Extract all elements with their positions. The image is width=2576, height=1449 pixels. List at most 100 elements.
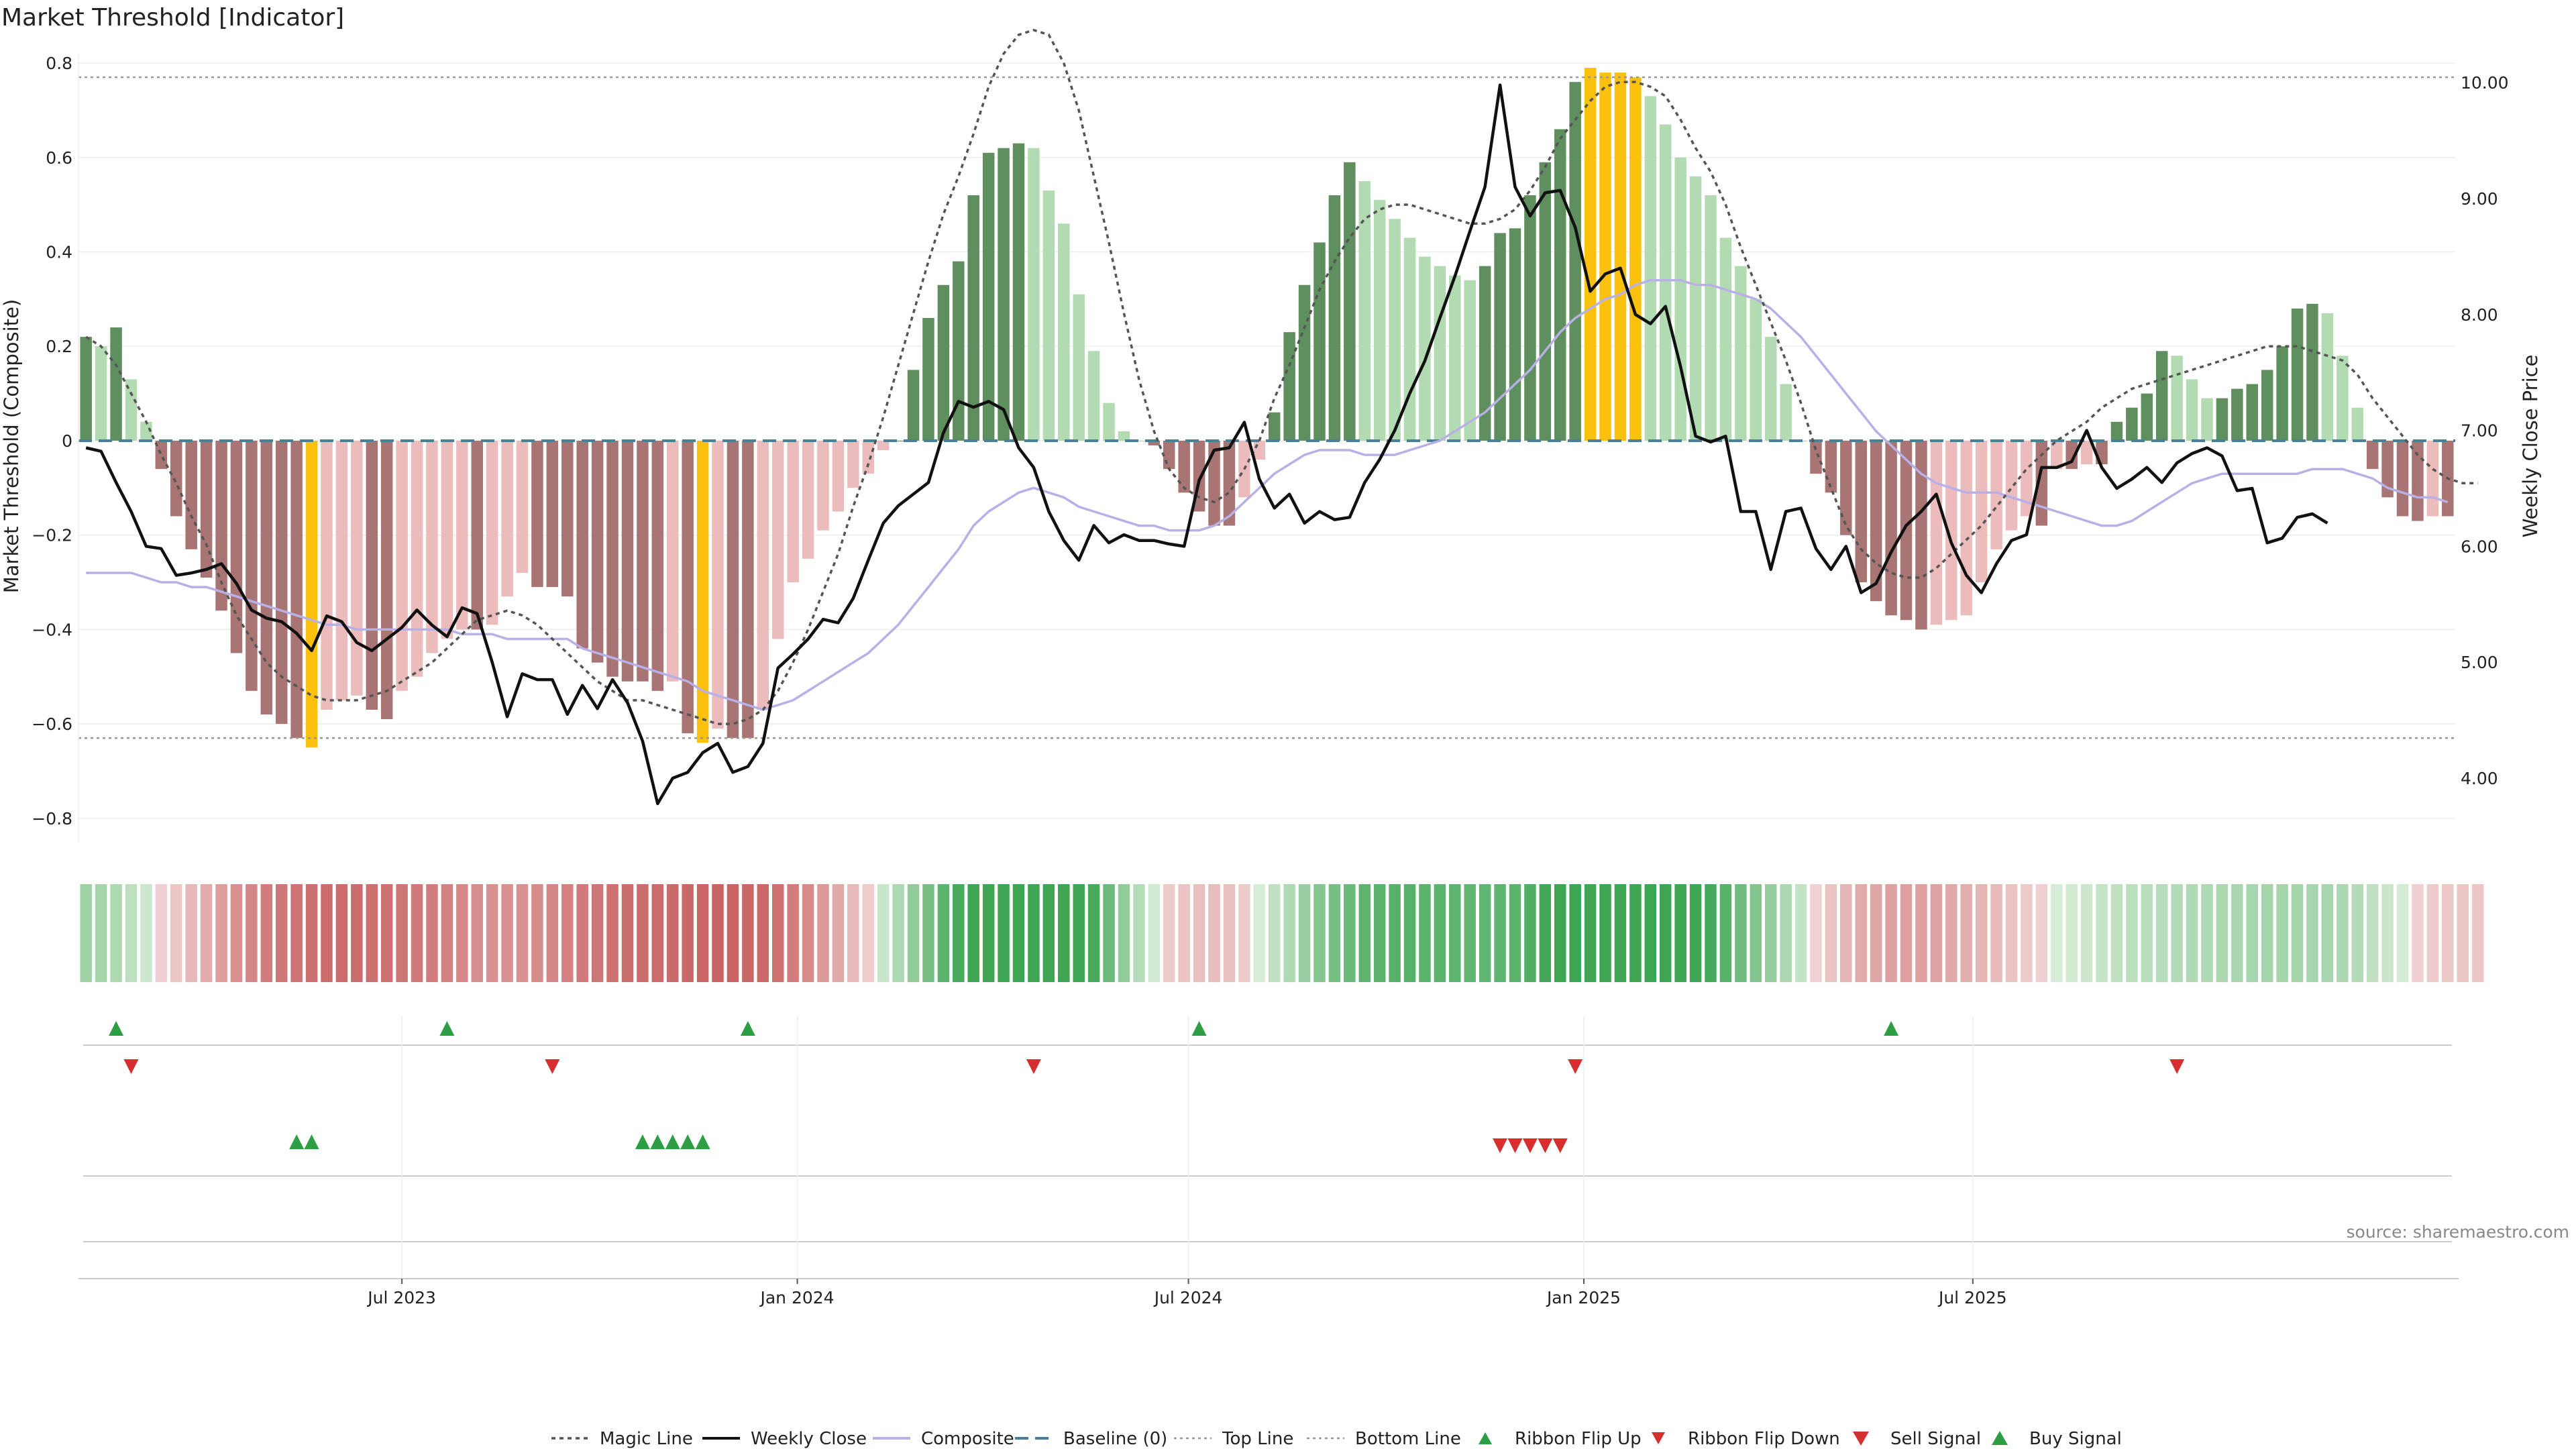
ribbon-cell bbox=[2110, 884, 2123, 982]
ribbon-cell bbox=[441, 884, 453, 982]
ribbon-cell bbox=[742, 884, 754, 982]
ribbon-cell bbox=[1915, 884, 1927, 982]
ribbon-cell bbox=[1840, 884, 1852, 982]
composite-bar bbox=[998, 148, 1010, 441]
legend-item: Bottom Line bbox=[1307, 1429, 1461, 1449]
ribbon-flip-up-marker bbox=[439, 1021, 455, 1036]
ribbon-cell bbox=[1253, 884, 1266, 982]
composite-bar bbox=[1705, 195, 1717, 441]
y2-tick-label: 4.00 bbox=[2461, 769, 2498, 788]
legend-swatch bbox=[1652, 1432, 1665, 1444]
ribbon-cell bbox=[982, 884, 995, 982]
composite-bar bbox=[1042, 191, 1055, 441]
ribbon-cell bbox=[1373, 884, 1386, 982]
ribbon-cell bbox=[1780, 884, 1792, 982]
composite-bar bbox=[877, 440, 890, 451]
composite-bar bbox=[1028, 148, 1040, 441]
composite-bar bbox=[351, 440, 363, 696]
y2-tick-label: 7.00 bbox=[2461, 421, 2498, 441]
composite-bar bbox=[967, 195, 979, 441]
ribbon-cell bbox=[787, 884, 799, 982]
ribbon-cell bbox=[1810, 884, 1822, 982]
ribbon-cell bbox=[1960, 884, 1972, 982]
ribbon-cell bbox=[1449, 884, 1461, 982]
y-tick-label: 0 bbox=[62, 431, 72, 451]
ribbon-cell bbox=[200, 884, 213, 982]
ribbon-flip-down-marker bbox=[123, 1059, 139, 1074]
y-tick-label: 0.8 bbox=[46, 54, 72, 73]
ribbon-cell bbox=[2201, 884, 2213, 982]
composite-bar bbox=[2035, 440, 2048, 526]
ribbon-cell bbox=[2246, 884, 2259, 982]
composite-bar bbox=[95, 346, 107, 441]
ribbon-cell bbox=[1674, 884, 1686, 982]
composite-bar bbox=[1389, 219, 1401, 441]
legend: Magic Line Weekly Close Composite Baseline … bbox=[551, 1429, 2122, 1449]
composite-bar bbox=[1629, 77, 1642, 441]
composite-bar bbox=[426, 440, 438, 653]
ribbon-flip-down-marker bbox=[1568, 1059, 1583, 1074]
composite-bar bbox=[110, 327, 122, 441]
ribbon-cell bbox=[1825, 884, 1837, 982]
x-tick-label: Jul 2025 bbox=[1937, 1288, 2007, 1307]
composite-bar bbox=[2005, 440, 2018, 531]
composite-bar bbox=[1719, 237, 1732, 441]
ribbon-cell bbox=[2306, 884, 2318, 982]
ribbon-cell bbox=[2412, 884, 2424, 982]
composite-bar bbox=[200, 440, 213, 578]
ribbon-cell bbox=[546, 884, 559, 982]
ribbon-cell bbox=[1554, 884, 1566, 982]
ribbon-cell bbox=[1178, 884, 1190, 982]
ribbon-cell bbox=[1268, 884, 1281, 982]
ribbon-cell bbox=[290, 884, 303, 982]
ribbon-cell bbox=[2471, 884, 2484, 982]
ribbon-cell bbox=[832, 884, 845, 982]
ribbon-cell bbox=[95, 884, 107, 982]
ribbon-cell bbox=[1599, 884, 1611, 982]
ribbon-cell bbox=[1644, 884, 1657, 982]
legend-label: Sell Signal bbox=[1890, 1429, 1981, 1449]
composite-bar bbox=[817, 440, 829, 531]
ribbon-cell bbox=[1358, 884, 1371, 982]
y-tick-label: 0.4 bbox=[46, 243, 72, 262]
composite-bar bbox=[125, 379, 138, 441]
sell-signal-marker bbox=[1538, 1138, 1553, 1153]
composite-bar bbox=[1855, 440, 1867, 583]
composite-bar bbox=[1058, 223, 1070, 441]
ribbon-flip-down-marker bbox=[545, 1059, 560, 1074]
ribbon-cell bbox=[1133, 884, 1145, 982]
ribbon-cell bbox=[727, 884, 739, 982]
ribbon-cell bbox=[2366, 884, 2379, 982]
ribbon-flip-up-marker bbox=[1884, 1021, 1899, 1036]
composite-bar bbox=[275, 440, 288, 724]
composite-bar bbox=[1524, 195, 1536, 441]
composite-bar bbox=[561, 440, 574, 597]
composite-bar bbox=[1464, 280, 1476, 441]
ribbon-flip-down-marker bbox=[2169, 1059, 2185, 1074]
ribbon-cell bbox=[712, 884, 724, 982]
composite-bar bbox=[1735, 266, 1747, 441]
buy-signal-marker bbox=[665, 1134, 680, 1149]
composite-bar bbox=[832, 440, 845, 512]
composite-bar bbox=[1614, 72, 1627, 441]
series-lines bbox=[78, 28, 2478, 806]
legend-item: Ribbon Flip Up bbox=[1479, 1429, 1642, 1449]
ribbon-cell bbox=[621, 884, 634, 982]
y-tick-label: −0.4 bbox=[32, 620, 72, 639]
composite-bar bbox=[396, 440, 408, 691]
ribbon-cell bbox=[877, 884, 890, 982]
ribbon-cell bbox=[802, 884, 814, 982]
composite-bar bbox=[637, 440, 649, 682]
composite-bar bbox=[1599, 72, 1611, 441]
composite-bar bbox=[2366, 440, 2379, 470]
legend-item: Composite bbox=[873, 1429, 1014, 1449]
composite-bar bbox=[1253, 440, 1266, 460]
composite-bar bbox=[862, 440, 875, 474]
composite-bar bbox=[2216, 398, 2229, 441]
ribbon-cell bbox=[2065, 884, 2078, 982]
composite-bar bbox=[1358, 180, 1371, 441]
ribbon-cell bbox=[1629, 884, 1642, 982]
ribbon-cell bbox=[2216, 884, 2229, 982]
ribbon-cell bbox=[1208, 884, 1220, 982]
ribbon-cell bbox=[1494, 884, 1506, 982]
